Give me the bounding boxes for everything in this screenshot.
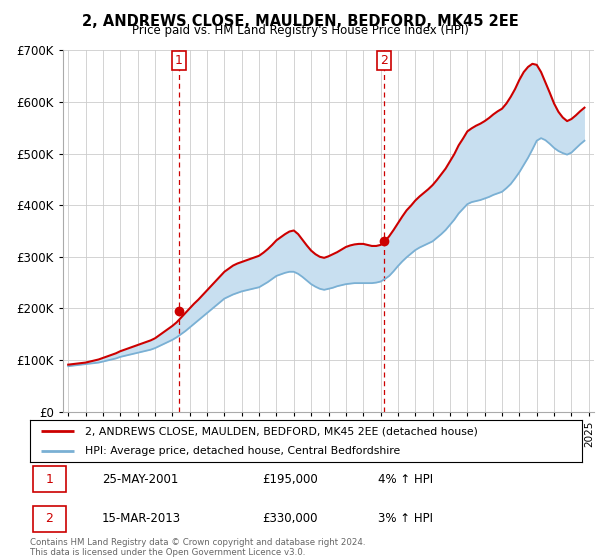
Text: 1: 1: [175, 54, 183, 67]
Text: 1: 1: [46, 473, 53, 486]
Text: 2, ANDREWS CLOSE, MAULDEN, BEDFORD, MK45 2EE: 2, ANDREWS CLOSE, MAULDEN, BEDFORD, MK45…: [82, 14, 518, 29]
Text: HPI: Average price, detached house, Central Bedfordshire: HPI: Average price, detached house, Cent…: [85, 446, 400, 456]
Text: 3% ↑ HPI: 3% ↑ HPI: [378, 512, 433, 525]
Text: 15-MAR-2013: 15-MAR-2013: [102, 512, 181, 525]
Text: Price paid vs. HM Land Registry's House Price Index (HPI): Price paid vs. HM Land Registry's House …: [131, 24, 469, 37]
FancyBboxPatch shape: [33, 466, 66, 492]
Text: £330,000: £330,000: [262, 512, 317, 525]
Text: 4% ↑ HPI: 4% ↑ HPI: [378, 473, 433, 486]
Text: 2: 2: [380, 54, 388, 67]
Text: 2, ANDREWS CLOSE, MAULDEN, BEDFORD, MK45 2EE (detached house): 2, ANDREWS CLOSE, MAULDEN, BEDFORD, MK45…: [85, 426, 478, 436]
Text: Contains HM Land Registry data © Crown copyright and database right 2024.
This d: Contains HM Land Registry data © Crown c…: [30, 538, 365, 557]
Text: 25-MAY-2001: 25-MAY-2001: [102, 473, 178, 486]
Text: 2: 2: [46, 512, 53, 525]
FancyBboxPatch shape: [33, 506, 66, 531]
Text: £195,000: £195,000: [262, 473, 317, 486]
